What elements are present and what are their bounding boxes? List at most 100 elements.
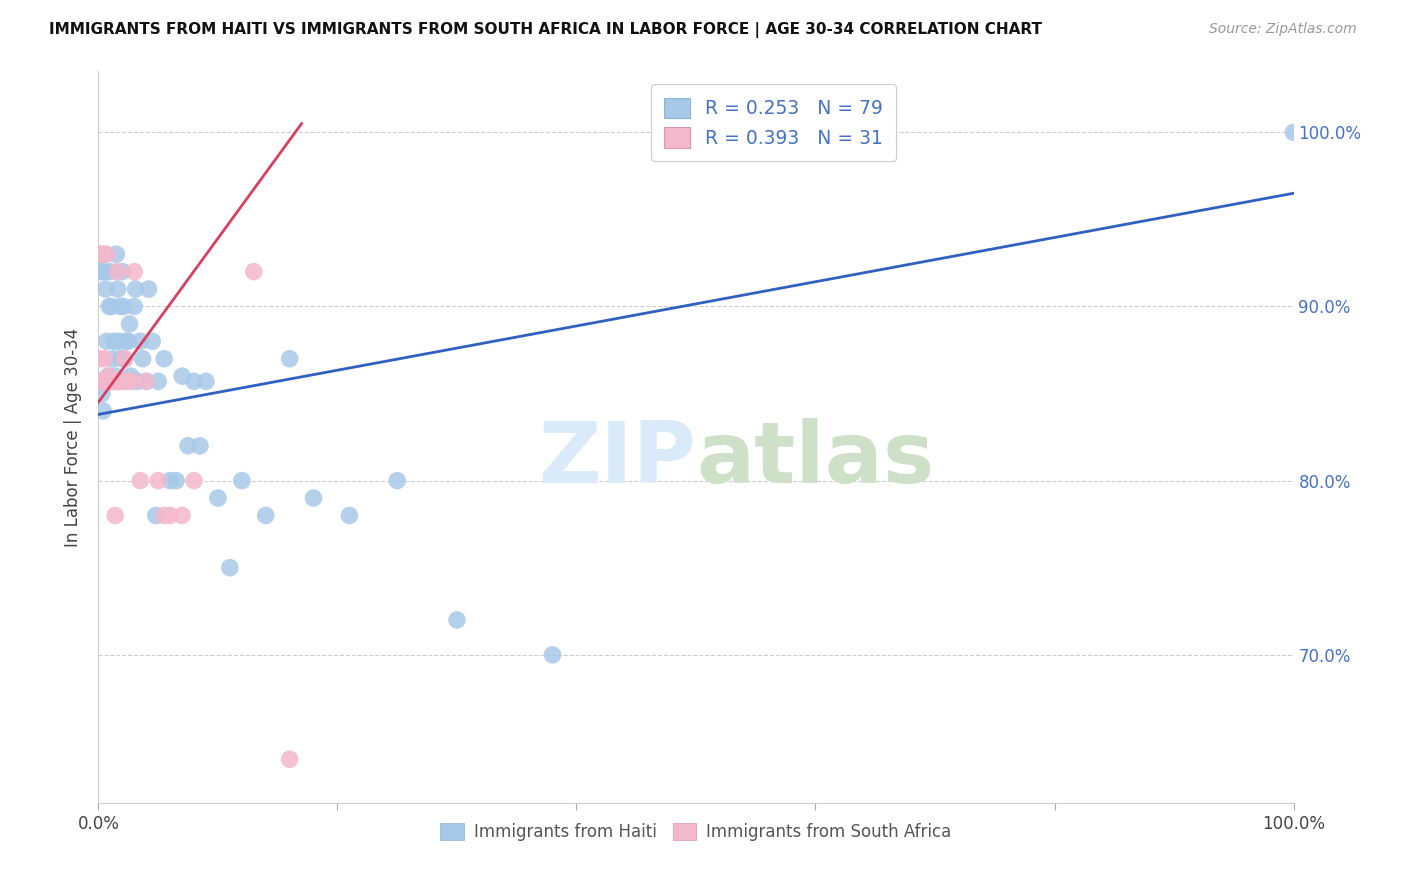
Point bbox=[172, 369, 194, 384]
Point bbox=[98, 375, 121, 389]
Point bbox=[135, 375, 157, 389]
Point bbox=[385, 474, 409, 488]
Point bbox=[98, 375, 122, 389]
Point bbox=[148, 474, 170, 488]
Point bbox=[446, 613, 468, 627]
Point bbox=[278, 351, 301, 366]
Point bbox=[90, 375, 112, 389]
Point bbox=[195, 375, 218, 389]
Point bbox=[100, 375, 122, 389]
Point bbox=[108, 375, 131, 389]
Point bbox=[94, 375, 117, 389]
Point bbox=[541, 648, 564, 662]
Point bbox=[104, 375, 127, 389]
Point bbox=[148, 375, 170, 389]
Point bbox=[91, 375, 114, 389]
Point bbox=[339, 508, 361, 523]
Point bbox=[105, 375, 128, 389]
Point bbox=[98, 369, 121, 384]
Point bbox=[91, 247, 114, 261]
Point bbox=[87, 265, 110, 279]
Point bbox=[112, 300, 135, 314]
Point bbox=[1282, 125, 1305, 139]
Point bbox=[131, 351, 153, 366]
Point bbox=[129, 474, 152, 488]
Point bbox=[107, 375, 129, 389]
Point bbox=[302, 491, 325, 505]
Point bbox=[90, 375, 112, 389]
Point bbox=[94, 282, 117, 296]
Point bbox=[87, 375, 110, 389]
Point bbox=[101, 375, 124, 389]
Legend: Immigrants from Haiti, Immigrants from South Africa: Immigrants from Haiti, Immigrants from S… bbox=[432, 814, 960, 849]
Point bbox=[108, 300, 131, 314]
Point bbox=[159, 474, 181, 488]
Point bbox=[124, 300, 146, 314]
Point bbox=[188, 439, 211, 453]
Point bbox=[87, 247, 110, 261]
Point bbox=[129, 334, 152, 349]
Point bbox=[90, 265, 112, 279]
Point bbox=[138, 282, 160, 296]
Point bbox=[93, 351, 115, 366]
Point bbox=[111, 375, 134, 389]
Point bbox=[96, 247, 118, 261]
Point bbox=[91, 375, 114, 389]
Point bbox=[165, 474, 187, 488]
Y-axis label: In Labor Force | Age 30-34: In Labor Force | Age 30-34 bbox=[65, 327, 83, 547]
Point bbox=[96, 375, 118, 389]
Point bbox=[97, 375, 120, 389]
Point bbox=[97, 369, 120, 384]
Point bbox=[117, 375, 139, 389]
Point bbox=[107, 282, 129, 296]
Point bbox=[87, 351, 110, 366]
Point bbox=[103, 375, 125, 389]
Point bbox=[153, 351, 176, 366]
Text: atlas: atlas bbox=[696, 417, 934, 500]
Point bbox=[87, 375, 110, 389]
Point bbox=[105, 247, 128, 261]
Point bbox=[127, 375, 149, 389]
Point bbox=[159, 508, 181, 523]
Point bbox=[177, 439, 200, 453]
Point bbox=[104, 508, 127, 523]
Text: ZIP: ZIP bbox=[538, 417, 696, 500]
Point bbox=[107, 265, 129, 279]
Point bbox=[93, 247, 115, 261]
Point bbox=[93, 375, 115, 389]
Point bbox=[117, 334, 139, 349]
Point bbox=[124, 265, 146, 279]
Point bbox=[87, 247, 110, 261]
Point bbox=[98, 265, 122, 279]
Point bbox=[219, 560, 242, 574]
Point bbox=[114, 351, 136, 366]
Point bbox=[141, 334, 163, 349]
Point bbox=[100, 300, 122, 314]
Point bbox=[135, 375, 157, 389]
Point bbox=[121, 375, 143, 389]
Point bbox=[278, 752, 301, 766]
Point bbox=[105, 375, 128, 389]
Point bbox=[183, 474, 205, 488]
Point bbox=[110, 351, 132, 366]
Point bbox=[101, 351, 124, 366]
Point bbox=[114, 351, 136, 366]
Point bbox=[87, 375, 110, 389]
Point bbox=[108, 375, 131, 389]
Point bbox=[115, 334, 138, 349]
Point bbox=[243, 265, 266, 279]
Point bbox=[120, 369, 142, 384]
Text: Source: ZipAtlas.com: Source: ZipAtlas.com bbox=[1209, 22, 1357, 37]
Point bbox=[111, 265, 134, 279]
Point bbox=[118, 317, 141, 331]
Point bbox=[111, 375, 134, 389]
Point bbox=[97, 375, 120, 389]
Point bbox=[91, 375, 114, 389]
Point bbox=[98, 375, 122, 389]
Point bbox=[104, 369, 127, 384]
Point bbox=[91, 386, 114, 401]
Point bbox=[96, 334, 118, 349]
Point bbox=[124, 282, 146, 296]
Point bbox=[183, 375, 205, 389]
Point bbox=[231, 474, 253, 488]
